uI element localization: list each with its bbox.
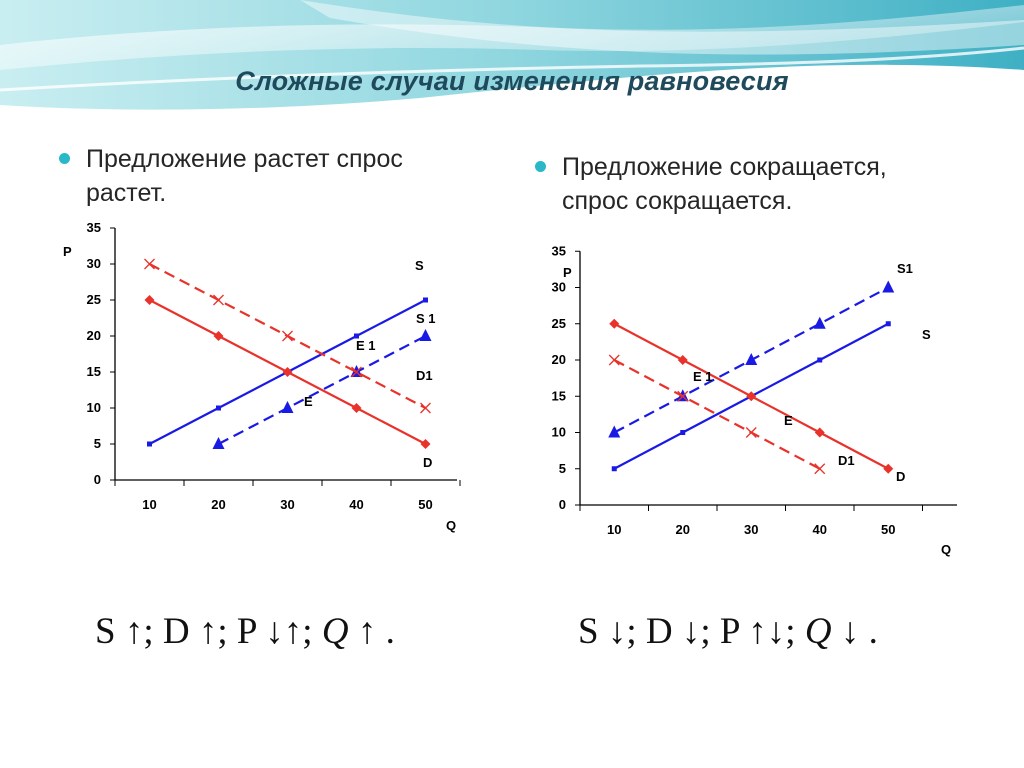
- right-y-tick-label: 25: [552, 316, 566, 331]
- right-annotation-e1: E 1: [693, 369, 713, 384]
- right-y-tick-label: 15: [552, 388, 566, 403]
- left-x-tick-label: 10: [142, 497, 156, 512]
- right-point-s: [680, 430, 686, 435]
- left-y-tick-label: 20: [87, 328, 101, 343]
- right-point-d1: [745, 427, 757, 438]
- right-x-tick-label: 40: [813, 522, 827, 537]
- right-point-s1: [882, 280, 895, 293]
- left-y-tick-label: 15: [87, 364, 101, 379]
- left-point-d1: [420, 402, 431, 414]
- left-series-label-d1: D1: [416, 368, 433, 383]
- left-y-tick-label: 30: [87, 256, 101, 271]
- right-point-d: [883, 463, 894, 474]
- right-series-label-d1: D1: [838, 453, 855, 468]
- right-y-axis-label: P: [563, 265, 572, 280]
- left-point-s: [147, 441, 152, 447]
- left-y-tick-label: 0: [94, 472, 101, 487]
- left-point-s: [216, 405, 221, 411]
- left-point-s1: [212, 437, 225, 449]
- right-x-tick-label: 10: [607, 522, 621, 537]
- left-x-tick-label: 30: [280, 497, 294, 512]
- left-point-d: [351, 403, 362, 413]
- right-point-d: [677, 355, 688, 365]
- left-annotation-e1: E 1: [356, 338, 376, 353]
- bullet-left: Предложение растет спрос растет.: [59, 142, 403, 210]
- right-series-line-d1: [613, 359, 821, 470]
- bullet-right: Предложение сокращается, спрос сокращает…: [535, 150, 887, 218]
- bullet-left-line2: растет.: [86, 179, 167, 207]
- bullet-dot-icon: [535, 161, 546, 172]
- bullet-dot-icon: [59, 153, 70, 164]
- right-series-label-s: S: [922, 327, 931, 342]
- right-y-tick-label: 35: [552, 243, 566, 258]
- bullet-left-line1: Предложение растет спрос: [86, 145, 403, 173]
- right-point-d1: [814, 463, 826, 475]
- left-x-tick-label: 40: [349, 497, 363, 512]
- right-point-d: [746, 391, 757, 402]
- left-point-s1: [281, 401, 294, 413]
- right-point-s1: [745, 353, 758, 365]
- left-series-line-s1: [217, 335, 427, 445]
- left-point-d: [144, 295, 155, 305]
- right-point-d1: [677, 390, 689, 402]
- bullet-right-line1: Предложение сокращается,: [562, 153, 887, 181]
- left-annotation-e: E: [304, 394, 313, 409]
- left-y-tick-label: 10: [87, 400, 101, 415]
- left-point-s: [354, 333, 359, 339]
- right-point-s: [817, 357, 823, 363]
- right-series-label-s1: S1: [897, 261, 913, 276]
- bullet-right-line2: спрос сокращается.: [562, 187, 793, 215]
- left-x-tick-label: 50: [418, 497, 432, 512]
- right-point-s1: [608, 425, 621, 438]
- right-point-s1: [813, 316, 826, 329]
- right-point-d: [814, 427, 825, 438]
- right-point-d1: [608, 354, 620, 366]
- left-point-d1: [213, 294, 224, 306]
- right-x-axis-label: Q: [941, 542, 951, 557]
- right-series-label-d: D: [896, 469, 905, 484]
- left-series-label-d: D: [423, 455, 432, 470]
- right-y-tick-label: 10: [552, 425, 566, 440]
- left-y-tick-label: 25: [87, 292, 101, 307]
- left-y-tick-label: 5: [94, 436, 101, 451]
- right-y-tick-label: 20: [552, 352, 566, 367]
- left-point-s1: [419, 329, 432, 341]
- slide-title: Сложные случаи изменения равновесия: [235, 66, 789, 96]
- left-y-axis-label: P: [63, 244, 72, 259]
- right-y-tick-label: 5: [559, 461, 566, 476]
- formula-right: S ↓; D ↓; P ↑↓; Q ↓ .: [578, 611, 878, 652]
- right-point-s: [611, 466, 617, 472]
- left-x-axis-label: Q: [446, 518, 456, 533]
- formula-left: S ↑; D ↑; P ↓↑; Q ↑ .: [95, 611, 395, 652]
- header-banner: [0, 0, 1024, 110]
- left-point-d: [420, 439, 431, 449]
- left-point-d: [213, 331, 224, 341]
- left-point-s: [423, 297, 428, 303]
- left-series-label-s: S: [415, 258, 424, 273]
- right-point-d: [609, 318, 620, 329]
- right-x-tick-label: 20: [676, 522, 690, 537]
- right-y-tick-label: 0: [559, 497, 566, 512]
- left-point-d: [282, 367, 293, 377]
- right-point-s: [885, 321, 891, 327]
- right-x-tick-label: 30: [744, 522, 758, 537]
- left-point-s1: [350, 365, 363, 377]
- left-y-tick-label: 35: [87, 220, 101, 235]
- left-series-label-s1: S 1: [416, 311, 436, 326]
- right-annotation-e: E: [784, 413, 793, 428]
- right-x-tick-label: 50: [881, 522, 895, 537]
- left-point-d1: [282, 330, 293, 342]
- left-point-d1: [351, 366, 362, 378]
- left-point-d1: [144, 258, 155, 270]
- left-x-tick-label: 20: [211, 497, 225, 512]
- right-y-tick-label: 30: [552, 280, 566, 295]
